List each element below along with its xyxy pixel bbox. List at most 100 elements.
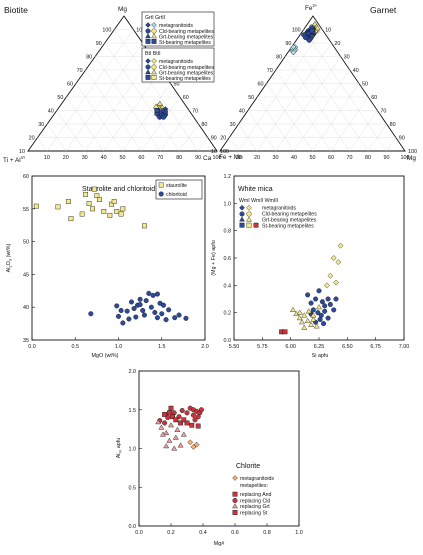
garnet-gridline [238, 29, 323, 152]
staurolite-title: Staurolite and chloritoid [82, 186, 155, 193]
staurolite-point [152, 309, 158, 315]
biotite-tick-label: 100 [213, 155, 222, 161]
garnet-tick-label: 30 [230, 122, 236, 128]
legend-item-cld: Cld-bearing metapelites [159, 29, 214, 35]
legend-symbols [239, 205, 259, 228]
biotite-tick-label: 90 [211, 136, 217, 142]
staurolite-xtick-label: 0.0 [28, 344, 36, 350]
staurolite-point [172, 315, 178, 321]
garnet-point [301, 32, 307, 38]
staurolite-point [146, 290, 152, 296]
chlorite-point [173, 417, 179, 423]
whitemica-xtick-label: 6.00 [285, 344, 296, 350]
garnet-tick-label: 80 [365, 155, 371, 161]
whitemica-xtick-label: 5.50 [229, 344, 240, 350]
garnet-apex-ca: Ca [203, 155, 212, 162]
chlorite-point [166, 410, 172, 416]
legend-item-metagranitoids: metagranitoids [240, 476, 274, 482]
garnet-gridline [275, 56, 341, 152]
biotite-tick-label: 80 [176, 155, 182, 161]
biotite-points [153, 100, 169, 120]
staurolite-point [154, 315, 160, 321]
whitemica-point [333, 279, 339, 286]
legend-item-cld: Cld-bearing metapelites [262, 212, 317, 218]
legend-header: BtI BtII [145, 51, 161, 57]
whitemica-point [327, 301, 333, 307]
chlorite-ytick-label: 2.0 [129, 369, 137, 375]
whitemica-point [296, 309, 303, 315]
garnet-tick-label: 60 [258, 82, 264, 88]
legend-item-metagranitoids: metagranitoids [159, 59, 193, 65]
chlorite-point [181, 417, 187, 423]
staurolite-point [128, 299, 134, 305]
garnet-points [289, 21, 321, 56]
legend-item-metagranitoids: metagranitoids [159, 23, 193, 29]
staurolite-point [154, 291, 160, 297]
whitemica-points [279, 242, 344, 335]
biotite-legend-garnet: GrtI GrtII metagranitoids Cld-bearing me… [141, 11, 215, 47]
biotite-tick-label: 10 [136, 28, 142, 34]
garnet-tick-label: 20 [334, 41, 340, 47]
staurolite-point [118, 307, 124, 313]
biotite-tick-label: 60 [183, 95, 189, 101]
biotite-point [154, 108, 160, 113]
biotite-point [156, 100, 163, 106]
staurolite-point [137, 296, 143, 302]
biotite-gridline [84, 56, 153, 152]
garnet-point [290, 49, 297, 56]
biotite-tick-label: 60 [138, 155, 144, 161]
biotite-gridline [95, 56, 161, 152]
chlorite-points [155, 405, 204, 451]
legend-symbol-cld [232, 498, 238, 504]
chlorite-point [160, 431, 166, 437]
whitemica-xlabel: Si apfu [312, 353, 329, 359]
whitemica-panel: 5.50 5.75 6.00 6.25 6.50 6.75 7.00 0.0 0.2 0.4 0.6… [211, 174, 409, 359]
staurolite-point [160, 302, 166, 308]
biotite-gridline [46, 29, 134, 152]
whitemica-point [310, 316, 317, 322]
biotite-gridline [75, 83, 123, 152]
whitemica-point [296, 315, 303, 321]
garnet-tick-label: 70 [347, 155, 353, 161]
chlorite-point [180, 431, 187, 437]
biotite-tick-label: 50 [174, 82, 180, 88]
whitemica-point [337, 242, 344, 249]
garnet-gridline [349, 110, 378, 152]
biotite-tick-label: 40 [101, 155, 107, 161]
staurolite-ytick-label: 45 [23, 272, 29, 278]
whitemica-point [325, 315, 331, 321]
chlorite-point [163, 430, 170, 435]
legend-item-cld: replacing Cld [240, 499, 270, 505]
staurolite-ytick-label: 50 [23, 240, 29, 246]
whitemica-ytick-label: 0.2 [224, 311, 232, 317]
biotite-title: Biotite [4, 5, 28, 15]
legend-item-st: replacing St [240, 511, 268, 517]
biotite-tick-label: 80 [86, 55, 92, 61]
whitemica-ytick-label: 0.8 [224, 229, 232, 235]
biotite-tick-label: 40 [48, 109, 54, 115]
biotite-tick-label: 70 [157, 155, 163, 161]
whitemica-point [322, 303, 328, 309]
garnet-tick-label: 100 [292, 28, 301, 34]
legend-symbol-staurolite [158, 182, 164, 188]
garnet-point [309, 28, 315, 34]
biotite-tick-label: 10 [19, 149, 25, 155]
whitemica-point [316, 304, 322, 310]
chlorite-ytick-label: 0.0 [129, 524, 137, 530]
whitemica-ytick-label: 1.2 [224, 174, 232, 180]
staurolite-ytick-label: 60 [23, 174, 29, 180]
chlorite-point [184, 420, 190, 426]
legend-item-and: replacing And [240, 492, 272, 498]
staurolite-point [115, 313, 121, 319]
biotite-tick-label: 50 [120, 155, 126, 161]
legend-item-metapelites: metapelites: [240, 483, 268, 489]
garnet-tick-label: 20 [220, 136, 226, 142]
legend-symbol-metagranitoids [232, 475, 238, 481]
garnet-tick-label: 80 [390, 122, 396, 128]
staurolite-point [137, 302, 143, 308]
garnet-tick-label: 60 [371, 95, 377, 101]
staurolite-point [65, 199, 71, 204]
staurolite-point [150, 292, 156, 298]
garnet-point [314, 25, 321, 31]
